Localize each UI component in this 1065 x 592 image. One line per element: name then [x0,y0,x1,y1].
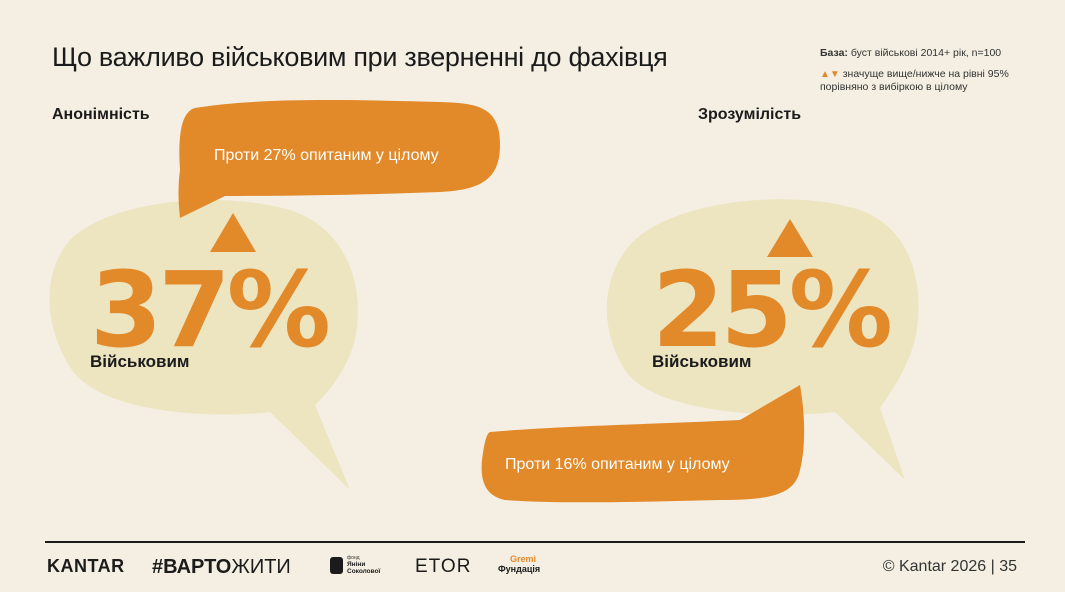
right-comparison-text: Проти 16% опитаним у цілому [505,456,730,473]
left-heading: Анонімність [52,106,150,123]
right-cream-bubble [606,199,919,480]
page-title: Що важливо військовим при зверненні до ф… [52,42,668,72]
right-sublabel: Військовим [652,352,752,371]
yanina-sokolova-logo: фонд Яніни Соколової [330,555,410,577]
left-up-arrow-icon [210,213,256,252]
base-note: База: буст військові 2014+ рік, n=100 [820,47,1002,59]
left-comparison-text: Проти 27% опитаним у цілому [214,147,439,164]
gremi-fund-logo: Gremi Фундація [498,554,541,574]
kantar-logo: KANTAR [47,556,125,576]
right-orange-bubble [481,385,805,503]
up-down-triangle-icon: ▲▼ [820,69,840,80]
vartozhyty-logo: #ВАРТОЖИТИ [152,556,291,578]
right-heading: Зрозумілість [698,106,802,123]
significance-legend: ▲▼ значуще вище/нижче на рівні 95% порів… [820,68,1009,93]
copyright-page-number: © Kantar 2026 | 35 [882,558,1017,575]
left-sublabel: Військовим [90,352,190,371]
fund-icon [330,557,343,574]
left-orange-bubble [178,100,500,218]
right-up-arrow-icon [767,219,813,257]
footer-divider [45,541,1025,543]
right-value: 25% [652,249,893,371]
left-value: 37% [90,249,331,371]
etor-logo: ETOR [415,556,472,577]
left-cream-bubble [49,200,358,490]
